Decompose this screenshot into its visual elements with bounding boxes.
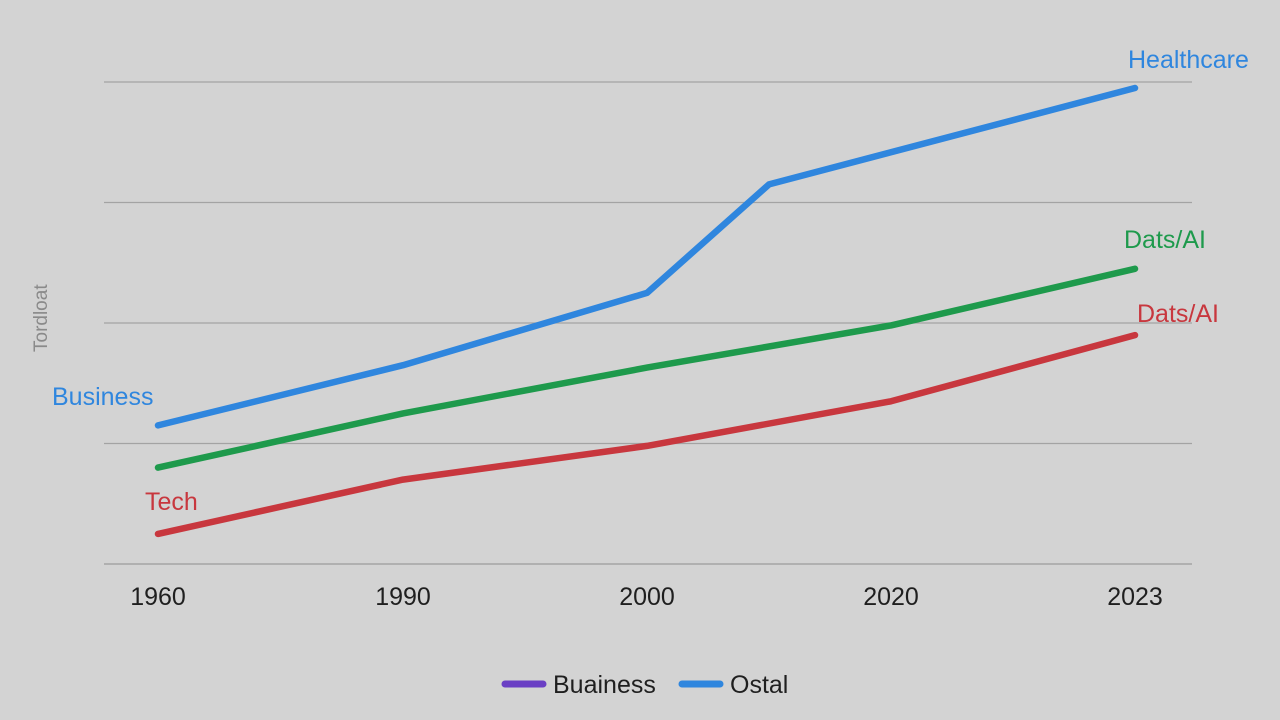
series-line-1	[154, 84, 1139, 429]
series-line-2	[154, 265, 1139, 471]
series-annotation: Tech	[145, 488, 198, 516]
series-lines	[154, 84, 1139, 538]
legend-label: Buainess	[553, 671, 656, 699]
series-annotation: Dats/AI	[1124, 226, 1206, 254]
x-tick-label: 2023	[1107, 583, 1163, 611]
x-tick-label: 2000	[619, 583, 675, 611]
y-axis-label: Tordloat	[31, 284, 52, 352]
legend: Buainess Ostal	[501, 671, 788, 699]
series-annotation: Business	[52, 383, 153, 411]
x-tick-label: 2020	[863, 583, 919, 611]
x-tick-label: 1990	[375, 583, 431, 611]
series-labels: Healthcare Dats/AI Dats/AI Business Tech	[52, 46, 1249, 516]
series-annotation: Healthcare	[1128, 46, 1249, 74]
series-line-3	[154, 331, 1139, 538]
gridlines	[104, 81, 1192, 565]
series-annotation: Dats/AI	[1137, 300, 1219, 328]
legend-label: Ostal	[730, 671, 788, 699]
x-tick-label: 1960	[130, 583, 186, 611]
x-axis-ticks: 1960 1990 2000 2020 2023	[130, 583, 1163, 611]
